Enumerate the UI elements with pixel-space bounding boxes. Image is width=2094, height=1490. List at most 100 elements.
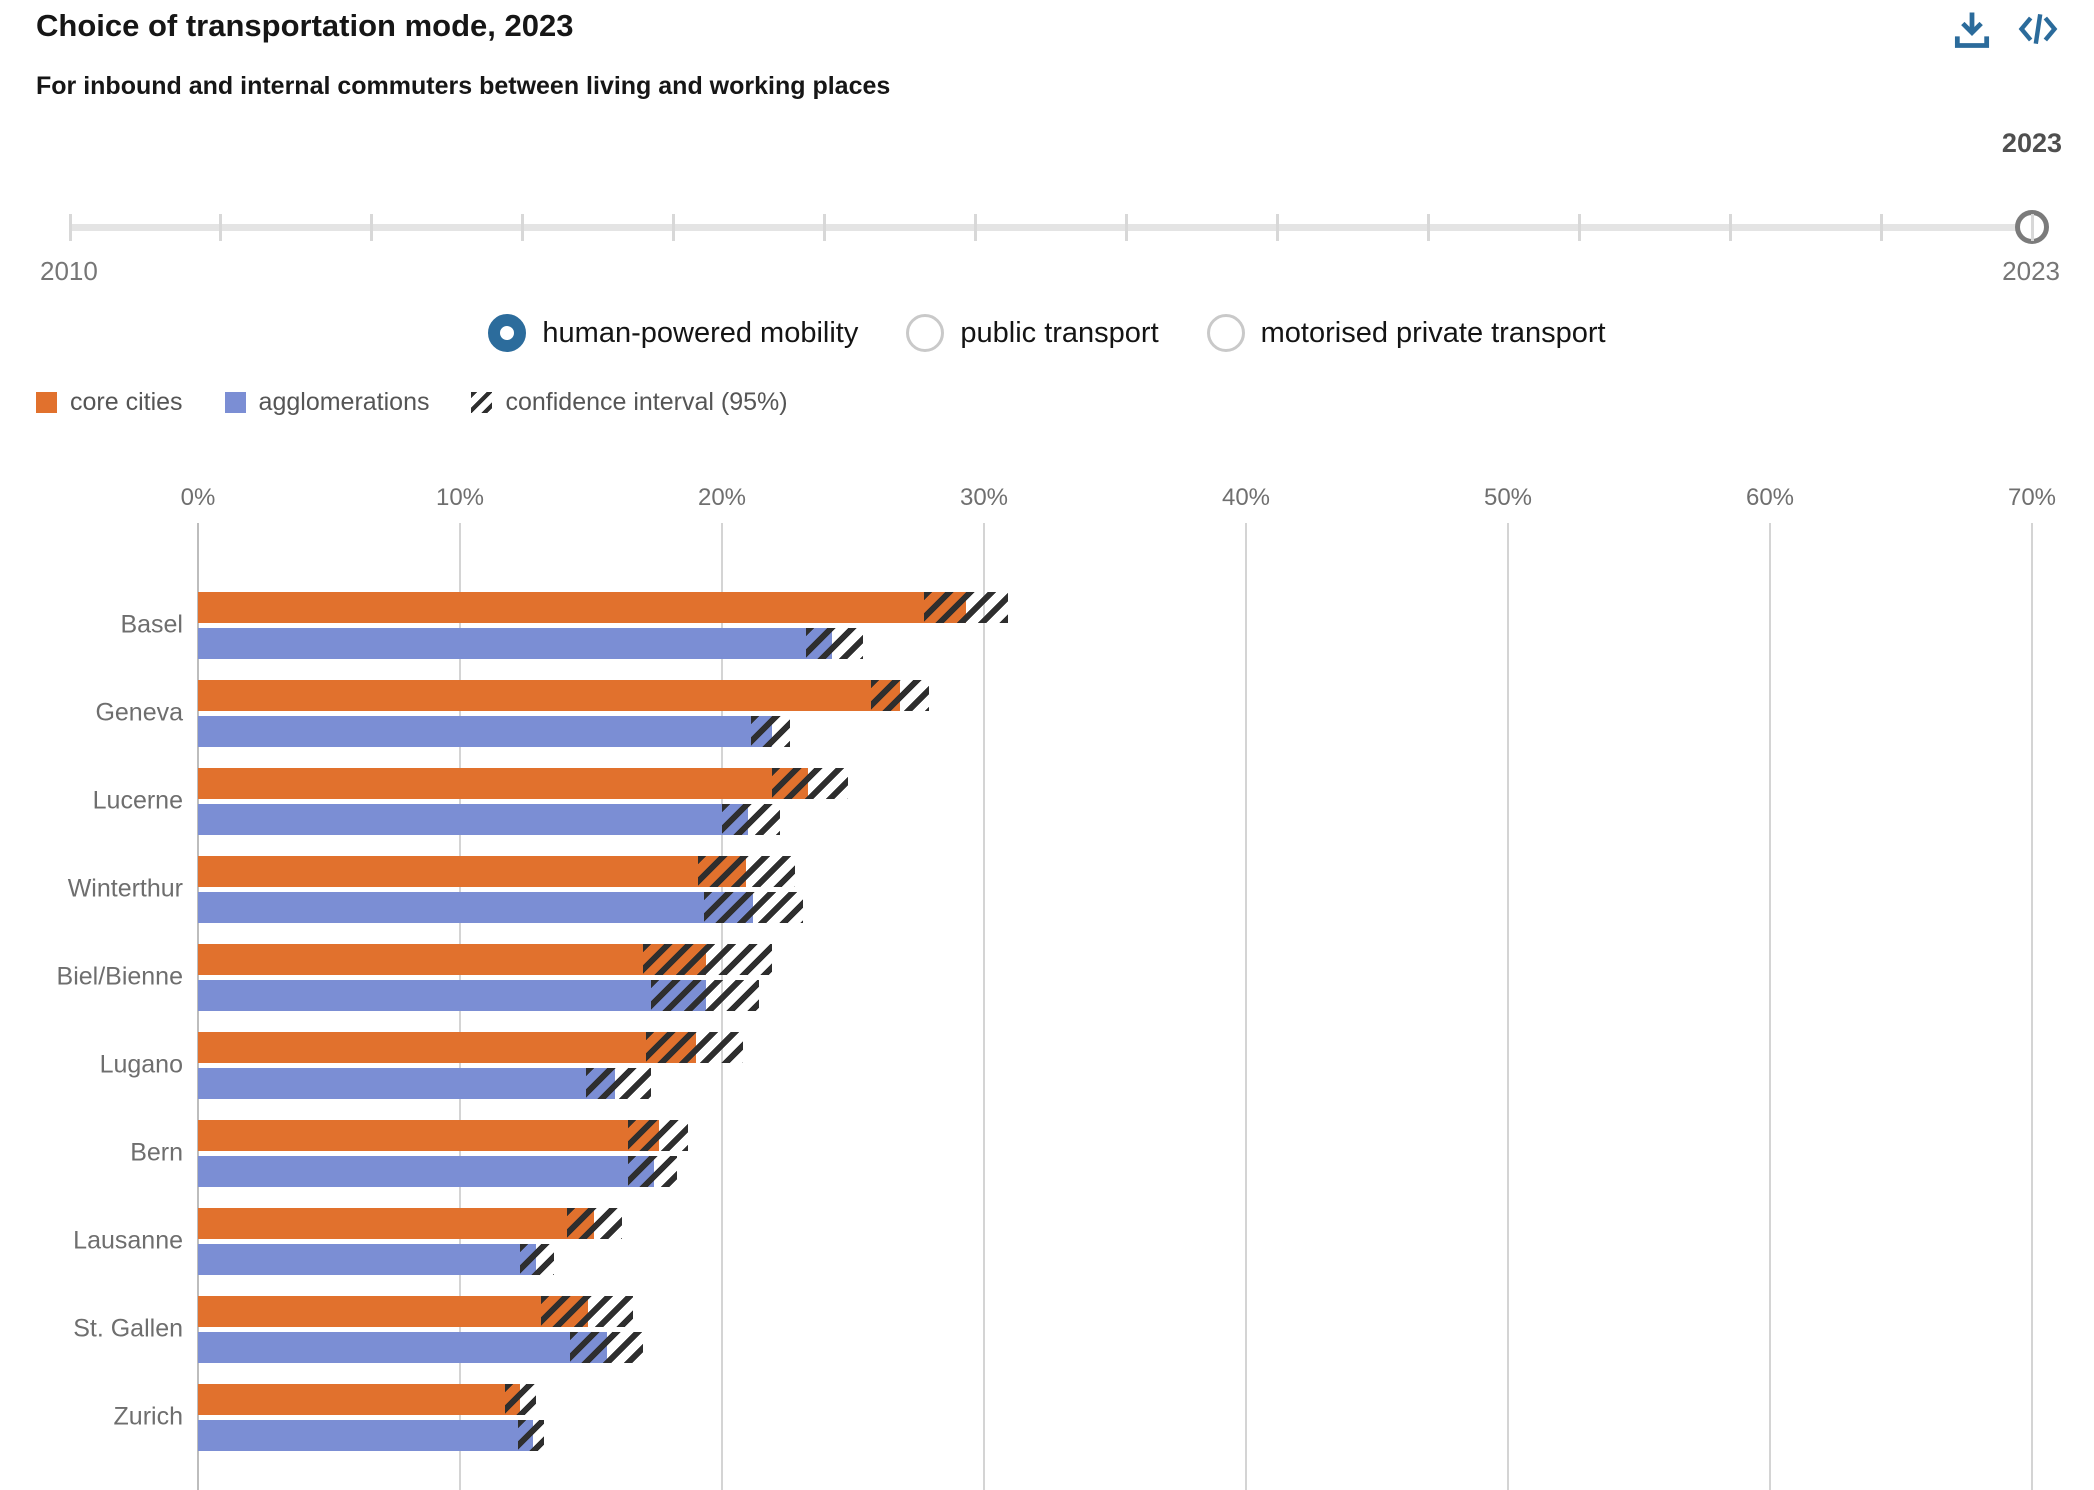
bar-agglomerations-Lausanne[interactable] (198, 1244, 536, 1275)
mode-radio-group: human-powered mobility public transport mo… (0, 314, 2094, 352)
confidence-interval (703, 892, 804, 923)
confidence-interval (585, 1068, 652, 1099)
bar-core-cities-Lugano[interactable] (198, 1032, 696, 1063)
confidence-interval (771, 768, 848, 799)
bar-agglomerations-Biel-Bienne[interactable] (198, 980, 707, 1011)
mode-option-label: motorised private transport (1260, 316, 1606, 349)
bar-core-cities-Lausanne[interactable] (198, 1208, 594, 1239)
confidence-interval (722, 804, 780, 835)
page-title: Choice of transportation mode, 2023 (36, 8, 574, 43)
bar-core-cities-Biel-Bienne[interactable] (198, 944, 707, 975)
confidence-interval (504, 1384, 536, 1415)
city-label: Winterthur (67, 874, 183, 903)
confidence-interval (520, 1244, 555, 1275)
year-tick-2013 (521, 214, 525, 241)
city-label: Lausanne (73, 1226, 183, 1255)
mode-option-label: public transport (960, 316, 1159, 349)
slider-min-year-label: 2010 (40, 256, 98, 286)
confidence-interval (750, 716, 791, 747)
gridline-60 (1769, 523, 1771, 1490)
bar-agglomerations-Basel[interactable] (198, 628, 833, 659)
confidence-interval (643, 944, 772, 975)
city-label: Lucerne (92, 786, 183, 815)
bar-agglomerations-Lucerne[interactable] (198, 804, 749, 835)
year-tick-2014 (672, 214, 676, 241)
radio-unselected-icon[interactable] (906, 314, 945, 352)
legend-swatch-hatch (471, 392, 493, 413)
confidence-interval (567, 1208, 623, 1239)
bar-agglomerations-Geneva[interactable] (198, 716, 772, 747)
gridline-70 (2031, 523, 2033, 1490)
mode-option-1[interactable]: public transport (906, 314, 1159, 352)
city-label: Lugano (99, 1050, 183, 1079)
slider-selected-year: 2023 (2001, 128, 2062, 158)
year-tick-2019 (1426, 214, 1430, 241)
axis-tick-label: 40% (1221, 484, 1271, 511)
download-icon (1949, 7, 1995, 56)
year-tick-2015 (823, 214, 827, 241)
legend-label: agglomerations (258, 388, 430, 416)
gridline-50 (1507, 523, 1509, 1490)
slider-max-year-label: 2023 (2002, 256, 2060, 286)
axis-tick-label: 30% (959, 484, 1009, 511)
page-subtitle: For inbound and internal commuters betwe… (36, 72, 891, 100)
bar-agglomerations-Zurich[interactable] (198, 1420, 534, 1451)
year-tick-2018 (1275, 214, 1279, 241)
mode-option-0[interactable]: human-powered mobility (488, 314, 858, 352)
bar-core-cities-Zurich[interactable] (198, 1384, 521, 1415)
axis-tick-label: 60% (1745, 484, 1795, 511)
legend-label: core cities (70, 388, 183, 416)
legend-swatch-solid (224, 392, 246, 413)
bar-core-cities-St-Gallen[interactable] (198, 1296, 589, 1327)
legend-swatch-solid (36, 392, 57, 413)
confidence-interval (517, 1420, 544, 1451)
year-tick-2020 (1577, 214, 1581, 241)
confidence-interval (871, 680, 929, 711)
bar-core-cities-Geneva[interactable] (198, 680, 901, 711)
axis-tick-label: 10% (435, 484, 485, 511)
year-tick-2016 (974, 214, 978, 241)
bar-agglomerations-Lugano[interactable] (198, 1068, 615, 1099)
gridline-30 (983, 523, 985, 1490)
year-tick-2010 (68, 214, 72, 241)
bar-core-cities-Bern[interactable] (198, 1120, 660, 1151)
bar-core-cities-Lucerne[interactable] (198, 768, 809, 799)
confidence-interval (646, 1032, 743, 1063)
year-tick-2021 (1728, 214, 1732, 241)
confidence-interval (627, 1120, 688, 1151)
radio-selected-icon[interactable] (488, 314, 527, 352)
bar-agglomerations-Winterthur[interactable] (198, 892, 754, 923)
confidence-interval (651, 980, 759, 1011)
city-label: Geneva (95, 698, 183, 727)
confidence-interval (570, 1332, 644, 1363)
bar-agglomerations-Bern[interactable] (198, 1156, 654, 1187)
year-tick-2023 (2030, 214, 2034, 241)
mode-option-label: human-powered mobility (542, 316, 859, 349)
axis-tick-label: 0% (180, 484, 216, 511)
gridline-40 (1245, 523, 1247, 1490)
confidence-interval (923, 592, 1008, 623)
city-label: Biel/Bienne (56, 962, 183, 991)
download-button[interactable] (1946, 6, 1998, 56)
city-label: Basel (120, 610, 183, 639)
radio-unselected-icon[interactable] (1206, 314, 1245, 352)
bar-core-cities-Basel[interactable] (198, 592, 966, 623)
year-tick-2022 (1879, 214, 1883, 241)
bar-agglomerations-St-Gallen[interactable] (198, 1332, 607, 1363)
city-label: Bern (130, 1138, 183, 1167)
legend-item-2: confidence interval (95%) (471, 388, 788, 417)
legend-item-0: core cities (36, 388, 183, 417)
axis-tick-label: 70% (2007, 484, 2057, 511)
embed-code-button[interactable] (2012, 6, 2064, 56)
embed-code-icon (2015, 7, 2061, 56)
city-label: St. Gallen (73, 1314, 183, 1343)
confidence-interval (627, 1156, 678, 1187)
bar-core-cities-Winterthur[interactable] (198, 856, 746, 887)
city-label: Zurich (113, 1402, 183, 1431)
year-tick-2012 (370, 214, 374, 241)
year-tick-2017 (1124, 214, 1128, 241)
legend-item-1: agglomerations (224, 388, 430, 417)
year-slider-track[interactable] (68, 210, 2049, 244)
mode-option-2[interactable]: motorised private transport (1206, 314, 1606, 352)
